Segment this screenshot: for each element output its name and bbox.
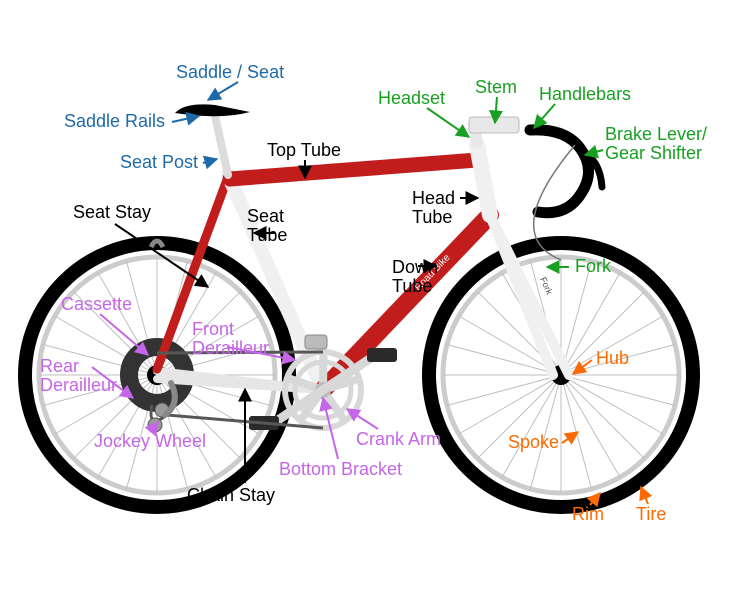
arrow-saddle_rails (172, 116, 199, 122)
bike-diagram: Road BikeFork Saddle / SeatSaddle RailsS… (0, 0, 730, 595)
arrow-cassette (100, 314, 148, 355)
arrow-spoke (562, 432, 578, 443)
label-down_tube: DownTube (392, 257, 438, 296)
arrow-tire (641, 487, 648, 504)
label-headset: Headset (378, 88, 445, 108)
label-cassette: Cassette (61, 294, 132, 314)
label-rim: Rim (572, 504, 604, 524)
label-seat_stay: Seat Stay (73, 202, 151, 222)
label-saddle: Saddle / Seat (176, 62, 284, 82)
label-seat_tube: SeatTube (247, 206, 287, 245)
label-fork: Fork (575, 256, 612, 276)
label-front_der: FrontDerailleur (192, 319, 269, 358)
label-tire: Tire (636, 504, 666, 524)
label-seat_post: Seat Post (120, 152, 198, 172)
label-bb: Bottom Bracket (279, 459, 402, 479)
arrow-saddle (208, 82, 238, 100)
label-handlebars: Handlebars (539, 84, 631, 104)
label-jockey: Jockey Wheel (94, 431, 206, 451)
label-brake_lever: Brake Lever/Gear Shifter (605, 124, 707, 163)
arrow-seat_post (203, 159, 217, 163)
saddle-graphic (175, 104, 250, 116)
arrow-headset (427, 108, 469, 137)
svg-text:Fork: Fork (538, 276, 555, 297)
label-rear_der: RearDerailleur (40, 356, 117, 395)
label-head_tube: HeadTube (412, 188, 455, 227)
label-stem: Stem (475, 77, 517, 97)
label-spoke: Spoke (508, 432, 559, 452)
label-hub: Hub (596, 348, 629, 368)
label-saddle_rails: Saddle Rails (64, 111, 165, 131)
label-chain_stay: Chain Stay (187, 485, 275, 505)
label-crank_arm: Crank Arm (356, 429, 441, 449)
label-top_tube: Top Tube (267, 140, 341, 160)
arrow-handlebars (534, 104, 555, 128)
